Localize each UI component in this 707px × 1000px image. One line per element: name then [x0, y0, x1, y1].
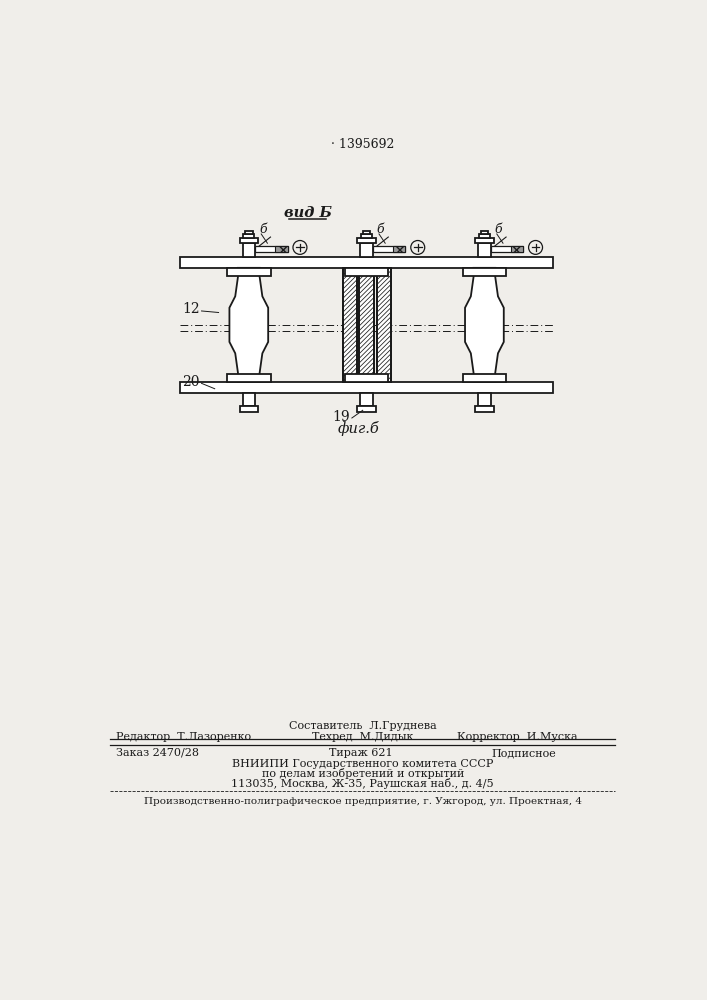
Bar	[359, 268, 374, 382]
Bar	[475, 238, 493, 243]
Bar	[359, 268, 374, 382]
Bar	[361, 393, 373, 406]
Bar	[180, 382, 554, 393]
Bar	[377, 268, 391, 382]
Bar	[243, 234, 255, 238]
Text: фиг.б: фиг.б	[337, 420, 379, 436]
Text: Редактор  Т.Лазоренко: Редактор Т.Лазоренко	[115, 732, 250, 742]
Bar	[478, 393, 491, 406]
Bar	[481, 231, 489, 234]
Bar	[363, 231, 370, 234]
Text: вид Б: вид Б	[284, 206, 332, 220]
Bar	[345, 374, 388, 382]
Bar	[475, 406, 493, 412]
Text: по делам изобретений и открытий: по делам изобретений и открытий	[262, 768, 464, 779]
Text: 19: 19	[333, 410, 351, 424]
Bar	[243, 243, 255, 257]
Bar	[227, 268, 271, 276]
Bar	[343, 268, 356, 382]
Text: Техред  М.Дидык: Техред М.Дидык	[312, 732, 413, 742]
Text: Подписное: Подписное	[491, 748, 556, 758]
Bar	[240, 406, 258, 412]
Bar	[180, 257, 554, 268]
Bar	[478, 243, 491, 257]
Text: 113035, Москва, Ж-35, Раушская наб., д. 4/5: 113035, Москва, Ж-35, Раушская наб., д. …	[231, 778, 494, 789]
Text: · 1395692: · 1395692	[331, 138, 395, 151]
Bar	[377, 268, 391, 382]
Bar	[361, 243, 373, 257]
Text: 12: 12	[182, 302, 200, 316]
Bar	[357, 406, 376, 412]
Bar	[343, 268, 356, 382]
Text: Корректор  И.Муска: Корректор И.Муска	[457, 732, 578, 742]
Polygon shape	[230, 268, 268, 382]
Text: ВНИИПИ Государственного комитета СССР: ВНИИПИ Государственного комитета СССР	[232, 759, 493, 769]
Bar	[275, 246, 288, 252]
Text: б: б	[494, 223, 502, 236]
Bar	[393, 246, 405, 252]
Bar	[373, 246, 405, 252]
Bar	[479, 234, 490, 238]
Text: б: б	[259, 223, 267, 236]
Bar	[361, 234, 372, 238]
Text: Заказ 2470/28: Заказ 2470/28	[115, 748, 199, 758]
Bar	[510, 246, 523, 252]
Bar	[462, 268, 506, 276]
Text: Производственно-полиграфическое предприятие, г. Ужгород, ул. Проектная, 4: Производственно-полиграфическое предприя…	[144, 797, 582, 806]
Bar	[462, 374, 506, 382]
Text: Составитель  Л.Груднева: Составитель Л.Груднева	[289, 721, 437, 731]
Bar	[240, 238, 258, 243]
Text: б: б	[377, 223, 385, 236]
Bar	[357, 238, 376, 243]
Text: Тираж 621: Тираж 621	[329, 748, 392, 758]
Bar	[227, 374, 271, 382]
Text: 20: 20	[182, 375, 200, 389]
Bar	[345, 268, 388, 276]
Bar	[255, 246, 288, 252]
Polygon shape	[465, 268, 504, 382]
Bar	[491, 246, 523, 252]
Bar	[245, 231, 252, 234]
Bar	[243, 393, 255, 406]
